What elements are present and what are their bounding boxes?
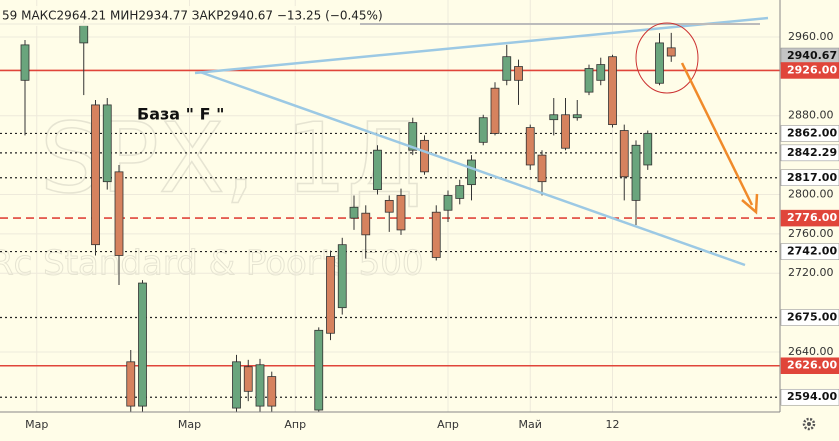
candles — [20, 15, 676, 412]
x-tick-label: Мар — [178, 418, 201, 431]
x-tick-label: 12 — [606, 418, 620, 431]
candle-body — [584, 68, 594, 93]
price-label-box — [780, 62, 839, 79]
trend-line — [194, 16, 769, 75]
candle-body — [79, 24, 89, 44]
candle-body — [666, 47, 676, 57]
annotation: База " F " — [137, 105, 224, 124]
price-label: 2626.00 — [787, 359, 837, 372]
candle-body — [643, 133, 653, 166]
candle-body — [619, 130, 629, 178]
price-label: 2675.00 — [787, 311, 837, 324]
candle-body — [314, 329, 324, 411]
candle-body — [514, 66, 523, 81]
price-label: 2594.00 — [787, 390, 837, 403]
candle-body — [114, 171, 124, 256]
price-label-box — [780, 357, 839, 374]
arrow — [680, 62, 754, 206]
candle-body — [502, 56, 512, 81]
trend-line — [199, 70, 746, 267]
arrow-head — [741, 193, 759, 215]
candle-body — [373, 149, 382, 190]
candle-body — [631, 144, 641, 201]
candle-body — [537, 154, 547, 183]
candle-body — [91, 104, 100, 246]
y-tick-label: 2640.00 — [788, 345, 834, 358]
candle-body — [384, 199, 394, 213]
candle-body — [255, 364, 265, 407]
price-label-box — [780, 209, 839, 227]
price-label-box — [780, 309, 839, 326]
candle-body — [455, 185, 465, 199]
candle-body — [549, 114, 559, 121]
x-tick-label: Апр — [284, 418, 306, 431]
x-tick-label: Мар — [25, 418, 48, 431]
candle-body — [490, 87, 500, 134]
candle-body — [232, 361, 241, 409]
price-label: 2776.00 — [787, 211, 837, 224]
axes: 2960.00 2880.00 2800.00 2760.00 2720.00 2640.… — [25, 30, 839, 431]
candle-body — [596, 64, 606, 81]
candle-body — [138, 282, 147, 407]
candle-body — [467, 159, 476, 186]
watermark: Rc Standard & Poor's 500 — [0, 244, 424, 284]
price-label-box — [780, 169, 839, 187]
price-label-box — [780, 243, 839, 260]
y-tick-label: 2720.00 — [788, 266, 834, 279]
candle-body — [408, 122, 418, 151]
candle-body — [126, 361, 136, 407]
candle-body — [431, 211, 441, 258]
header: 59 МАКС2964.21 МИН2934.77 ЗАКР2940.67 −1… — [2, 9, 383, 23]
candle-body — [655, 42, 664, 84]
candle-body — [243, 366, 253, 392]
price-label: 2817.00 — [787, 171, 837, 184]
price-label: 2940.67 — [787, 49, 837, 62]
candle-body — [361, 212, 371, 236]
candle-body — [102, 104, 112, 183]
y-tick-label: 2880.00 — [788, 109, 834, 122]
settings-icon[interactable] — [802, 417, 816, 431]
price-label-box — [780, 144, 839, 162]
candle-body — [572, 114, 582, 119]
candle-body — [561, 114, 570, 149]
y-tick-label: 2760.00 — [788, 227, 834, 240]
candle-body — [525, 127, 535, 166]
price-label: 2842.29 — [787, 146, 837, 159]
candle-body — [420, 139, 429, 173]
x-tick-label: Май — [519, 418, 542, 431]
candle-body — [608, 56, 617, 126]
candle-body — [267, 376, 277, 407]
candle-body — [478, 117, 488, 143]
header-bg — [0, 6, 360, 26]
highlight-circle — [635, 22, 699, 94]
x-tick-label: Апр — [437, 418, 459, 431]
candle-body — [443, 195, 453, 211]
candle-body — [396, 195, 406, 231]
candle-body — [20, 44, 30, 81]
candle-body — [326, 256, 335, 334]
price-label: 2862.00 — [787, 126, 837, 139]
y-tick-label: 2960.00 — [788, 30, 834, 43]
candle-body — [349, 206, 359, 219]
y-tick-label: 2800.00 — [788, 187, 834, 200]
price-label-box — [780, 388, 839, 406]
price-label: 2742.00 — [787, 245, 837, 258]
price-label-box — [780, 125, 839, 142]
candle-body — [337, 244, 347, 309]
price-label: 2926.00 — [787, 63, 837, 76]
time-axis — [0, 412, 780, 437]
